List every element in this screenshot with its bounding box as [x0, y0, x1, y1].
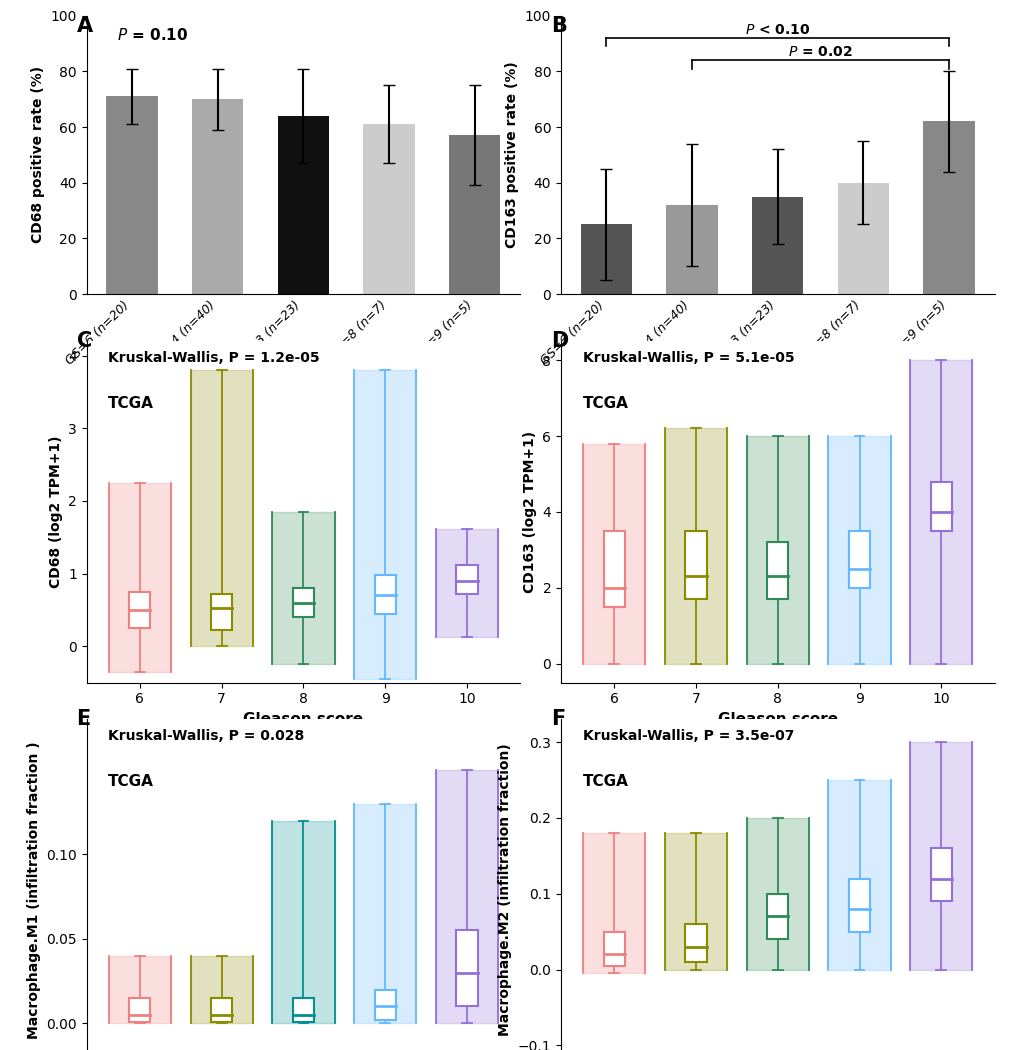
- Bar: [929, 848, 951, 901]
- Text: C: C: [76, 331, 92, 351]
- Bar: [685, 924, 706, 962]
- Bar: [848, 879, 869, 931]
- Text: Kruskal-Wallis, P = 0.028: Kruskal-Wallis, P = 0.028: [108, 730, 305, 743]
- Bar: [837, 183, 889, 294]
- Bar: [848, 531, 869, 588]
- Bar: [665, 205, 717, 294]
- Bar: [603, 931, 625, 966]
- Bar: [922, 122, 974, 294]
- Bar: [455, 930, 477, 1007]
- Bar: [211, 998, 232, 1022]
- Text: E: E: [76, 709, 91, 729]
- Bar: [751, 196, 803, 294]
- Text: $\it{P}$ < 0.10: $\it{P}$ < 0.10: [745, 23, 809, 37]
- Bar: [129, 998, 151, 1022]
- Text: Kruskal-Wallis, P = 5.1e-05: Kruskal-Wallis, P = 5.1e-05: [582, 352, 794, 365]
- Y-axis label: CD163 (log2 TPM+1): CD163 (log2 TPM+1): [523, 430, 536, 593]
- Text: $\it{P}$ = 0.02: $\it{P}$ = 0.02: [788, 45, 852, 59]
- Text: TCGA: TCGA: [108, 396, 154, 411]
- Text: Kruskal-Wallis, P = 3.5e-07: Kruskal-Wallis, P = 3.5e-07: [582, 730, 793, 743]
- Text: D: D: [550, 331, 568, 351]
- Text: TCGA: TCGA: [582, 396, 628, 411]
- Bar: [129, 592, 151, 628]
- Bar: [448, 135, 500, 294]
- Bar: [685, 531, 706, 600]
- Bar: [277, 116, 329, 294]
- X-axis label: Gleason score: Gleason score: [717, 712, 837, 727]
- Text: F: F: [550, 709, 565, 729]
- Bar: [374, 989, 395, 1020]
- Bar: [363, 124, 415, 294]
- Text: $\it{P}$ = 0.10: $\it{P}$ = 0.10: [117, 27, 189, 43]
- Bar: [929, 482, 951, 531]
- Bar: [766, 894, 788, 939]
- Y-axis label: CD68 positive rate (%): CD68 positive rate (%): [31, 66, 45, 244]
- Text: TCGA: TCGA: [582, 774, 628, 789]
- Text: A: A: [76, 16, 93, 36]
- Bar: [292, 588, 314, 617]
- Bar: [603, 531, 625, 607]
- Bar: [455, 565, 477, 594]
- Bar: [292, 998, 314, 1022]
- Y-axis label: Macrophage.M2 (infiltration fraction): Macrophage.M2 (infiltration fraction): [497, 743, 512, 1036]
- Bar: [192, 100, 244, 294]
- Y-axis label: CD68 (log2 TPM+1): CD68 (log2 TPM+1): [49, 436, 62, 588]
- Bar: [106, 97, 158, 294]
- Text: B: B: [550, 16, 567, 36]
- Bar: [211, 594, 232, 630]
- Bar: [580, 225, 632, 294]
- Text: Kruskal-Wallis, P = 1.2e-05: Kruskal-Wallis, P = 1.2e-05: [108, 352, 320, 365]
- Y-axis label: CD163 positive rate (%): CD163 positive rate (%): [504, 62, 519, 248]
- Text: TCGA: TCGA: [108, 774, 154, 789]
- X-axis label: Gleason score: Gleason score: [244, 712, 363, 727]
- Bar: [374, 575, 395, 613]
- Y-axis label: Macrophage.M1 (infiltration fraction ): Macrophage.M1 (infiltration fraction ): [26, 741, 41, 1038]
- Bar: [766, 542, 788, 600]
